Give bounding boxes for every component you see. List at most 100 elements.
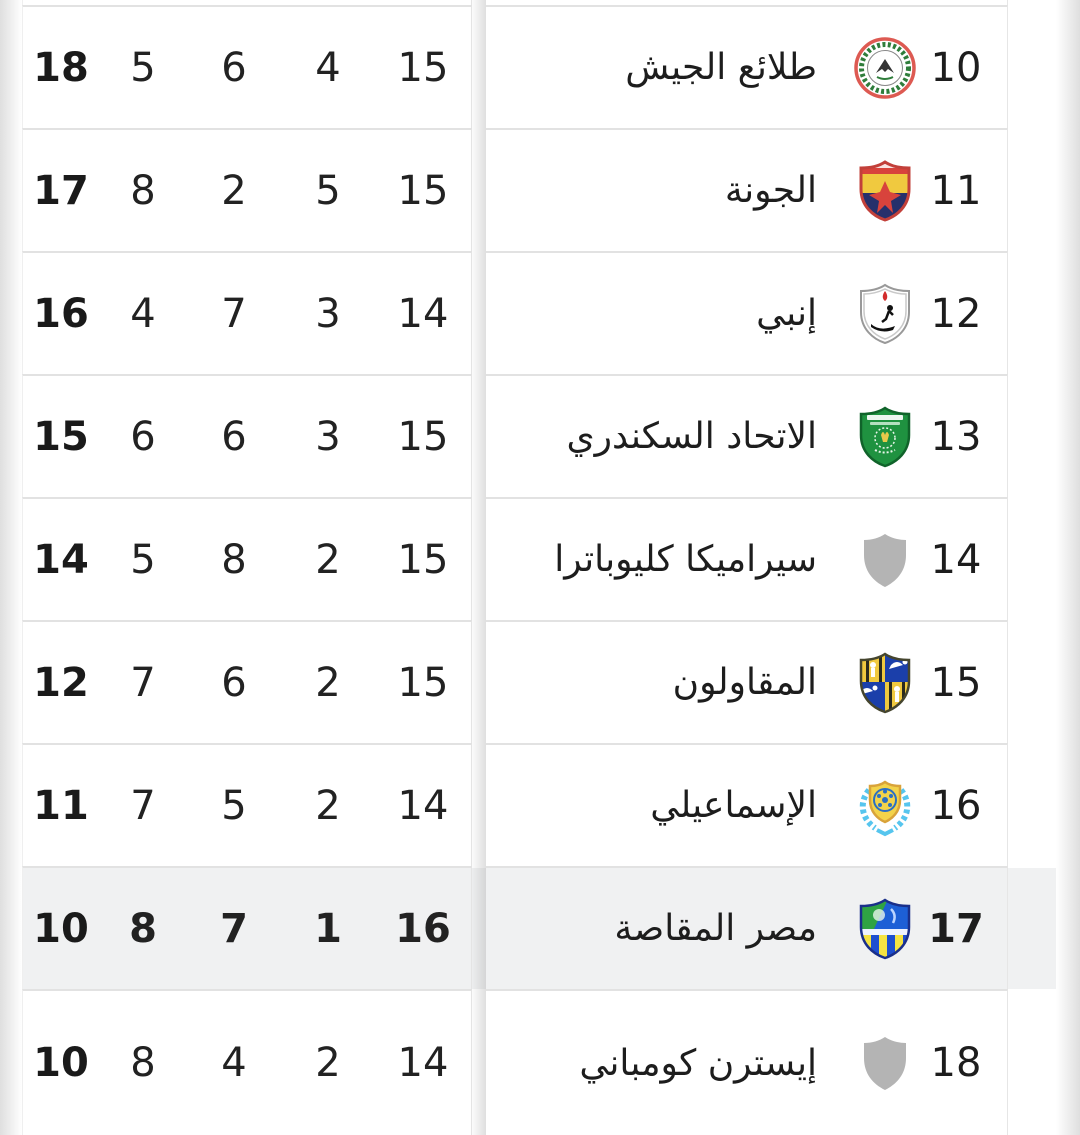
- stats-cell: 14 2 5 7 11: [22, 743, 472, 866]
- stat-wins: 1: [314, 905, 342, 952]
- stat-points: 18: [33, 44, 89, 91]
- team-name: إنبي: [756, 293, 817, 334]
- team-name: سيراميكا كليوباترا: [554, 539, 817, 580]
- stat-draws: 6: [221, 44, 247, 91]
- table-row[interactable]: 10 طلائع الجيش 15 4 6 5 18: [0, 5, 1080, 128]
- stat-played: 15: [397, 44, 449, 91]
- stat-points: 10: [33, 1040, 89, 1086]
- el-gouna-crest-icon: [853, 159, 917, 223]
- stat-draws: 6: [221, 413, 247, 460]
- team-cell: 13 الاتحاد السكندري: [486, 374, 1008, 497]
- stat-draws: 5: [221, 782, 247, 829]
- team-cell: 17: [486, 866, 1008, 989]
- stat-points: 14: [33, 536, 89, 583]
- position-number: 10: [930, 44, 982, 91]
- stats-cell: [22, 0, 472, 5]
- team-cell: 15: [486, 620, 1008, 743]
- stat-played: 16: [395, 905, 451, 952]
- position-number: 11: [930, 167, 982, 214]
- position-number: 17: [928, 905, 984, 952]
- stats-cell: 15 5 2 8 17: [22, 128, 472, 251]
- stat-draws: 2: [221, 167, 247, 214]
- stat-points: 10: [33, 905, 89, 952]
- team-cell: 12 إنبي: [486, 251, 1008, 374]
- stat-wins: 3: [315, 290, 341, 337]
- team-cell: 16 الإسماعيلي: [486, 743, 1008, 866]
- table-row[interactable]: 14 سيراميكا كليوباترا 15 2 8 5 14: [0, 497, 1080, 620]
- team-name: الإسماعيلي: [650, 785, 817, 826]
- table-row[interactable]: 12 إنبي 14 3 7 4 16: [0, 251, 1080, 374]
- shield-placeholder-icon: [853, 528, 917, 592]
- table-row-highlighted[interactable]: 17: [0, 866, 1080, 989]
- stat-points: 15: [33, 413, 89, 460]
- stat-points: 12: [33, 659, 89, 706]
- stat-played: 15: [397, 413, 449, 460]
- stat-losses: 8: [130, 167, 156, 214]
- team-cell: 11 الجونة: [486, 128, 1008, 251]
- position-number: 13: [930, 413, 982, 460]
- stat-points: 17: [33, 167, 89, 214]
- stat-draws: 7: [220, 905, 248, 952]
- ismaily-crest-icon: [853, 774, 917, 838]
- stat-played: 15: [397, 167, 449, 214]
- stats-cell: 14 3 7 4 16: [22, 251, 472, 374]
- team-name: الجونة: [724, 170, 817, 211]
- stat-wins: 5: [315, 167, 341, 214]
- shield-placeholder-icon: [853, 1031, 917, 1095]
- team-name: طلائع الجيش: [625, 47, 817, 88]
- stat-played: 15: [397, 536, 449, 583]
- table-row[interactable]: 18 إيسترن كومباني 14 2 4 8 10: [0, 989, 1080, 1135]
- position-number: 14: [930, 536, 982, 583]
- stat-losses: 6: [130, 413, 156, 460]
- stat-points: 16: [33, 290, 89, 337]
- stat-losses: 8: [130, 1040, 156, 1086]
- stats-cell: 14 2 4 8 10: [22, 989, 472, 1135]
- position-number: 16: [930, 782, 982, 829]
- stat-wins: 2: [315, 782, 341, 829]
- enppi-crest-icon: [853, 282, 917, 346]
- stats-cell: 15 2 6 7 12: [22, 620, 472, 743]
- team-cell: 10 طلائع الجيش: [486, 5, 1008, 128]
- stat-played: 14: [397, 290, 449, 337]
- stat-wins: 3: [315, 413, 341, 460]
- misr-makkasa-crest-icon: [853, 897, 917, 961]
- team-name: المقاولون: [672, 662, 817, 703]
- stats-cell: 15 3 6 6 15: [22, 374, 472, 497]
- stat-wins: 2: [315, 536, 341, 583]
- stat-played: 14: [397, 782, 449, 829]
- stat-losses: 7: [130, 782, 156, 829]
- stat-draws: 4: [221, 1040, 247, 1086]
- table-row[interactable]: 16 الإسماعيلي 14 2 5 7: [0, 743, 1080, 866]
- stat-losses: 5: [130, 536, 156, 583]
- table-row[interactable]: 11 الجونة 15 5 2 8: [0, 128, 1080, 251]
- stat-draws: 7: [221, 290, 247, 337]
- team-name: مصر المقاصة: [614, 908, 817, 949]
- talaea-el-gaish-crest-icon: [853, 36, 917, 100]
- mokawloon-crest-icon: [853, 651, 917, 715]
- al-ittihad-crest-icon: [853, 405, 917, 469]
- stat-wins: 4: [315, 44, 341, 91]
- team-cell: 14 سيراميكا كليوباترا: [486, 497, 1008, 620]
- table-row[interactable]: 13 الاتحاد السكندري 15 3 6 6 15: [0, 374, 1080, 497]
- stat-played: 15: [397, 659, 449, 706]
- team-cell: 18 إيسترن كومباني: [486, 989, 1008, 1135]
- stat-losses: 4: [130, 290, 156, 337]
- table-row-partial: [0, 0, 1080, 5]
- team-name: الاتحاد السكندري: [566, 416, 817, 457]
- stats-cell: 15 2 8 5 14: [22, 497, 472, 620]
- stat-played: 14: [397, 1040, 449, 1086]
- stats-cell: 16 1 7 8 10: [22, 866, 472, 989]
- stat-losses: 7: [130, 659, 156, 706]
- team-cell: [486, 0, 1008, 5]
- stats-cell: 15 4 6 5 18: [22, 5, 472, 128]
- stat-draws: 8: [221, 536, 247, 583]
- position-number: 18: [930, 1040, 982, 1086]
- stat-draws: 6: [221, 659, 247, 706]
- position-number: 12: [930, 290, 982, 337]
- stat-losses: 5: [130, 44, 156, 91]
- table-row[interactable]: 15: [0, 620, 1080, 743]
- stat-wins: 2: [315, 659, 341, 706]
- stat-points: 11: [33, 782, 89, 829]
